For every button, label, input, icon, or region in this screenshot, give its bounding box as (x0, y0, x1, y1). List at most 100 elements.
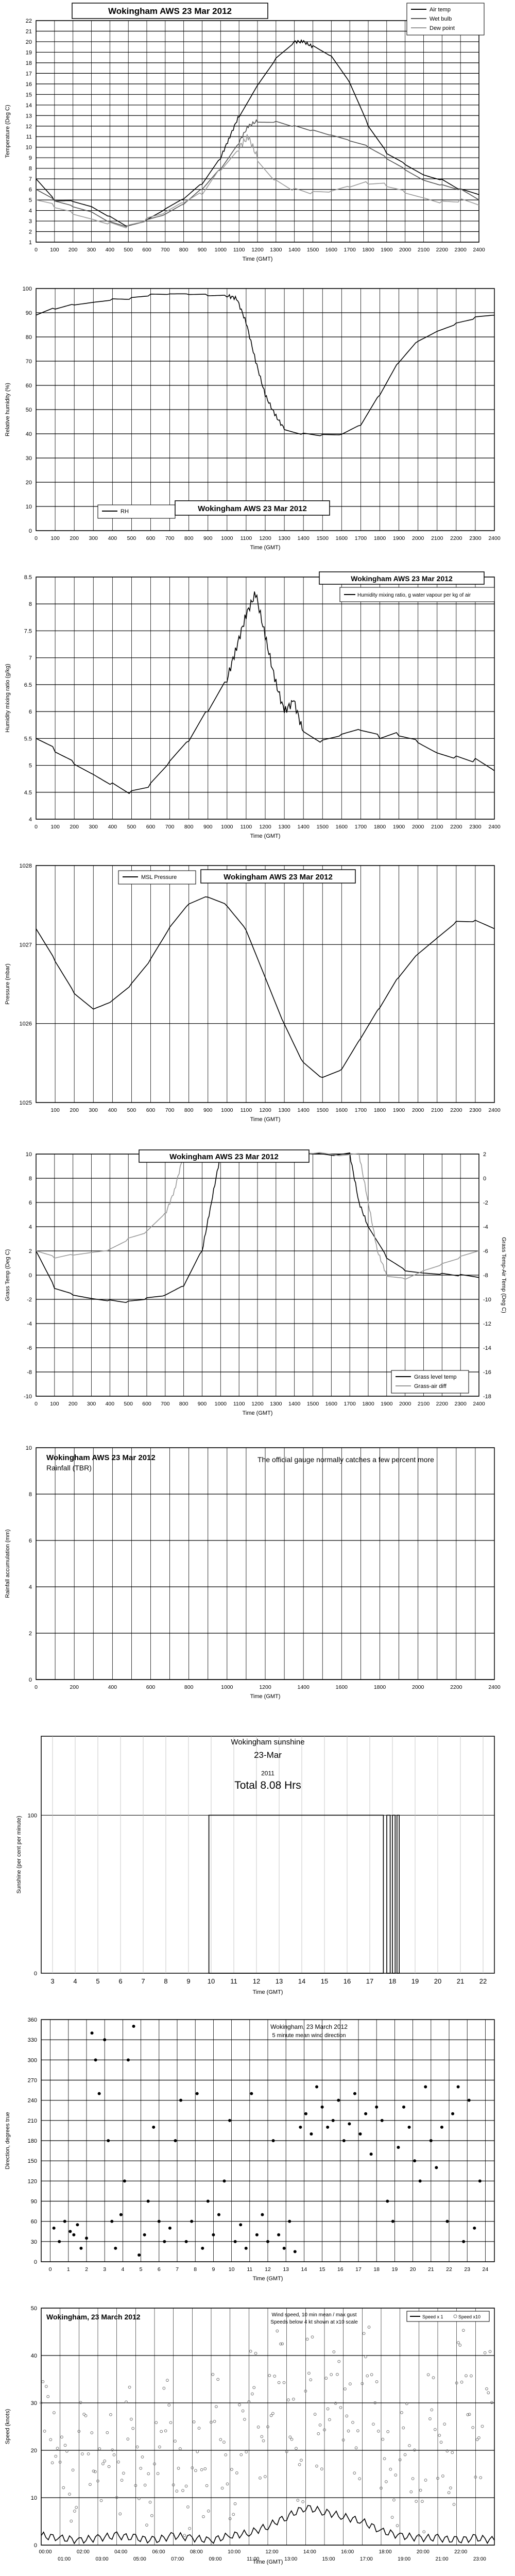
x-tick-label: 22:00 (454, 2549, 467, 2555)
gust-marker (213, 2420, 216, 2423)
right-y-axis-label: Grass Temp-Air Temp (Deg C) (501, 1237, 507, 1313)
gust-marker (443, 2422, 447, 2426)
x-tick-label: 23 (464, 2266, 470, 2273)
x-tick-label: 24 (483, 2266, 489, 2273)
x-tick-label: 400 (108, 1107, 117, 1113)
scatter-point (326, 2125, 330, 2129)
gust-marker (101, 2462, 105, 2466)
x-axis-label: Time (GMT) (243, 1410, 273, 1416)
x-tick-label: 1400 (297, 1107, 310, 1113)
x-tick-label: 4 (121, 2266, 124, 2273)
gust-marker (150, 2514, 153, 2517)
x-tick-label: 04:00 (114, 2549, 127, 2555)
x-tick-label: 2000 (412, 824, 424, 830)
y-tick-label: 5 (29, 763, 32, 769)
y-tick-label: 1027 (20, 942, 32, 948)
gust-marker (477, 2436, 480, 2439)
x-tick-label: 12 (253, 1977, 260, 1985)
pressure-chart: 1025 1026 1027 1028 100 200 300 400 500 600 700 800… (5, 863, 501, 1123)
scatter-point (85, 2236, 88, 2240)
scatter-point (233, 2240, 237, 2243)
x-tick-label: 1600 (336, 824, 348, 830)
gust-marker (160, 2430, 163, 2433)
scatter-point (391, 2219, 394, 2223)
y-tick-label: 10 (26, 1151, 32, 1158)
gust-marker (426, 2373, 430, 2377)
chart-title-box (72, 3, 268, 19)
y-tick-label: 100 (23, 286, 32, 292)
scatter-point (168, 2226, 171, 2230)
x-tick-label: 13 (276, 1977, 283, 1985)
gust-marker (273, 2375, 277, 2378)
y-tick-label: 0 (29, 528, 32, 534)
gust-marker (324, 2377, 328, 2380)
gust-marker (320, 2467, 323, 2471)
wind-direction-chart-panel: 0 30 60 90 120 150 180 210 240 270 300 330 360 0 1 2 3 4 5… (0, 2009, 515, 2298)
gust-marker (197, 2427, 201, 2430)
chart-title: Wokingham AWS 23 Mar 2012 (46, 1453, 156, 1462)
gust-marker (351, 2420, 354, 2424)
gust-marker (328, 2418, 331, 2421)
gust-marker (238, 2403, 241, 2406)
x-tick-label: 1000 (215, 247, 227, 253)
x-tick-label: 1200 (259, 1684, 271, 1690)
y-tick-label: 2 (29, 1248, 32, 1255)
scatter-point (97, 2092, 101, 2095)
scatter-point (440, 2125, 443, 2129)
chart-subtitle: Rainfall (TBR) (46, 1464, 92, 1472)
gust-marker (285, 2450, 288, 2453)
x-tick-label: 300 (89, 535, 98, 541)
gust-marker (421, 2500, 424, 2503)
x-tick-label: 7 (176, 2266, 179, 2273)
gust-marker (470, 2374, 473, 2378)
gust-marker (400, 2411, 403, 2414)
gust-marker (263, 2475, 267, 2478)
x-tick-label: 900 (198, 1401, 207, 1407)
gust-marker (41, 2380, 45, 2383)
legend-label: Air temp (430, 7, 451, 13)
y-tick-label: 50 (31, 2306, 37, 2312)
scatter-point (380, 2119, 384, 2122)
y-tick-label: 90 (31, 2199, 37, 2205)
x-axis-label: Time (GMT) (250, 1116, 281, 1123)
scatter-point (386, 2199, 389, 2203)
y-tick-label: 17 (26, 71, 32, 77)
y-axis-label: Relative humidity (%) (5, 383, 11, 436)
x-tick-label: 19:00 (398, 2556, 410, 2562)
gust-marker (389, 2467, 392, 2471)
gust-marker (436, 2477, 439, 2480)
scatter-point (413, 2159, 417, 2163)
chart-total: Total 8.08 Hrs (234, 1780, 301, 1791)
x-tick-label: 2000 (412, 1684, 424, 1690)
x-tick-label: 300 (87, 247, 96, 253)
x-tick-label: 09:00 (209, 2556, 221, 2562)
legend-box (391, 1370, 469, 1394)
gust-marker (162, 2386, 166, 2390)
gust-marker (475, 2438, 479, 2442)
x-tick-label: 1600 (336, 535, 348, 541)
gust-marker (192, 2420, 196, 2424)
y-tick-label: 4 (29, 208, 32, 214)
x-tick-label: 13:00 (284, 2556, 297, 2562)
y-tick-label: 7 (29, 655, 32, 662)
x-tick-label: 7 (141, 1977, 145, 1985)
y-tick-label: 30 (31, 2239, 37, 2245)
gust-marker (135, 2445, 139, 2449)
x-tick-label: 00:00 (39, 2549, 52, 2555)
gust-marker (266, 2425, 269, 2429)
sunshine-block (208, 1815, 384, 1974)
chart-title: Wokingham, 23 March 2012 (270, 2023, 348, 2030)
gust-marker (215, 2405, 218, 2409)
right-y-tick-label: -10 (483, 1297, 491, 1303)
gust-marker (300, 2459, 303, 2462)
x-tick-label: 20 (434, 1977, 441, 1985)
gust-marker (58, 2461, 62, 2464)
gust-marker (120, 2479, 124, 2482)
gust-marker (330, 2373, 333, 2376)
gust-marker (455, 2381, 458, 2385)
x-tick-label: 400 (108, 824, 117, 830)
gust-marker (169, 2421, 173, 2425)
y-tick-label: -4 (27, 1321, 32, 1327)
scatter-point (331, 2119, 335, 2122)
